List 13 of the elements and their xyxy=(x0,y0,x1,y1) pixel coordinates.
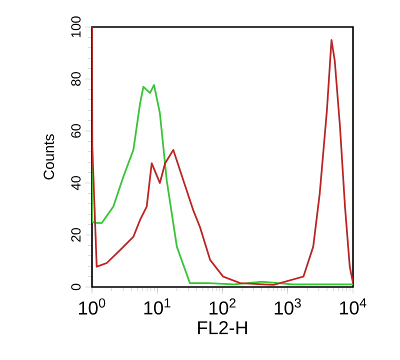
y-tick-label: 80 xyxy=(71,72,81,86)
x-tick-label: 10$^{2}$ xyxy=(210,298,236,315)
x-tick-label: 10$^{4}$ xyxy=(340,298,366,315)
x-tick-label: 10$^{3}$ xyxy=(274,298,301,315)
y-tick-label: 0 xyxy=(71,284,81,290)
y-tick-label: 40 xyxy=(71,176,81,190)
x-axis-title: FL2-H xyxy=(198,321,247,334)
x-tick-label: 10$^{1}$ xyxy=(144,298,170,315)
y-axis-title: Counts xyxy=(44,134,54,180)
y-tick-label: 20 xyxy=(71,228,81,242)
x-tick-label: 10$^{0}$ xyxy=(79,298,106,315)
y-tick-label: 100 xyxy=(71,16,81,38)
y-tick-label: 60 xyxy=(71,124,81,138)
